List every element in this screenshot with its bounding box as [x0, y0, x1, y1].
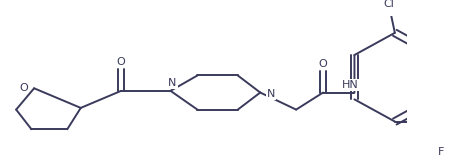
Text: HN: HN [341, 80, 358, 90]
Text: N: N [267, 89, 275, 99]
Text: O: O [19, 83, 28, 93]
Text: O: O [319, 59, 327, 69]
Text: Cl: Cl [383, 0, 394, 9]
Text: F: F [437, 147, 444, 157]
Text: O: O [117, 57, 125, 67]
Text: N: N [168, 78, 177, 88]
